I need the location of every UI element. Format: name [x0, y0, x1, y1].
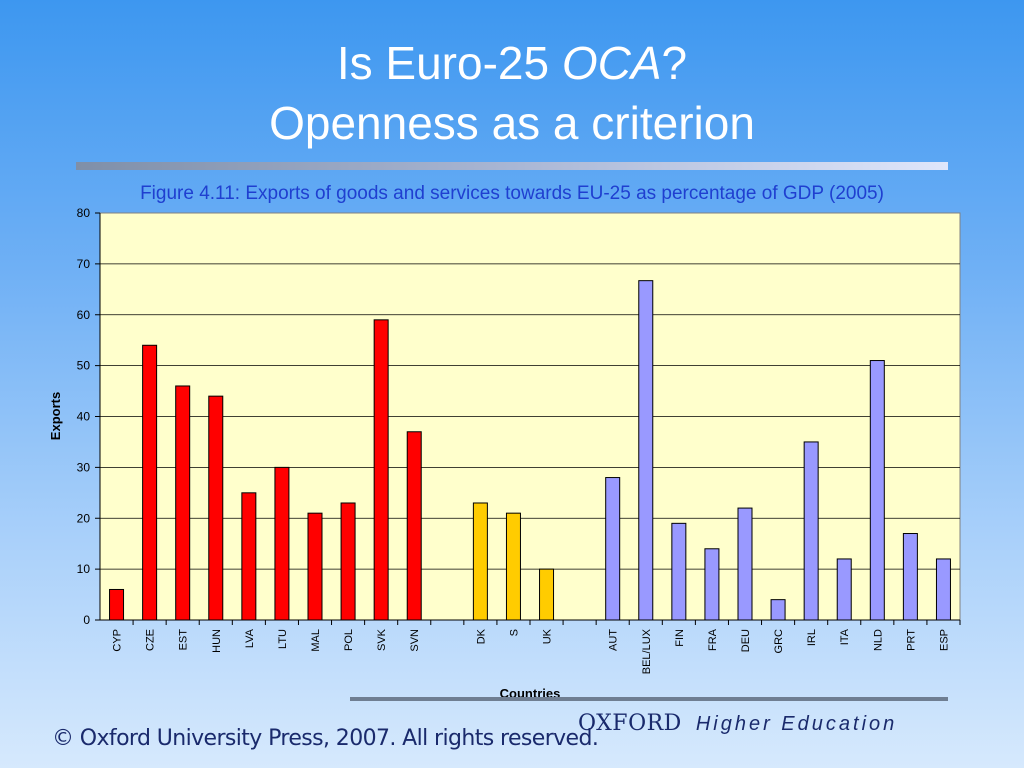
- oxford-brand-logo: OXFORD Higher Education: [578, 709, 897, 739]
- bar-fra: [704, 548, 720, 621]
- x-tick-label: ESP: [938, 629, 950, 651]
- x-tick-label: NLD: [872, 629, 884, 651]
- x-tick-label: SVK: [376, 628, 388, 651]
- bar-dk: [472, 502, 488, 621]
- y-tick-label: 60: [77, 308, 91, 322]
- bar-cyp: [109, 588, 125, 621]
- bar-fin: [671, 522, 687, 621]
- brand-tagline: Higher Education: [695, 713, 898, 735]
- bar-svn: [406, 431, 422, 621]
- bar-cze: [142, 344, 158, 621]
- x-tick-label: AUT: [608, 629, 620, 651]
- x-tick-label: IRL: [806, 629, 818, 646]
- bar-s: [505, 512, 521, 621]
- y-tick-label: 10: [77, 562, 91, 576]
- title-prefix: Is Euro-25: [336, 37, 562, 89]
- bar-prt: [902, 533, 918, 621]
- x-tick-label: POL: [343, 629, 355, 651]
- y-tick-label: 50: [77, 359, 91, 373]
- x-tick-label: EST: [178, 629, 190, 651]
- x-tick-label: SVN: [409, 629, 421, 652]
- bar-deu: [737, 507, 753, 621]
- bar-svk: [373, 319, 389, 621]
- x-tick-label: DEU: [740, 629, 752, 652]
- x-tick-label: FRA: [707, 628, 719, 651]
- y-tick-label: 80: [77, 206, 91, 220]
- x-tick-label: GRC: [773, 629, 785, 654]
- title-suffix: ?: [661, 37, 688, 89]
- bar-irl: [803, 441, 819, 621]
- title-italic-oca: OCA: [561, 37, 662, 89]
- x-tick-label: LTU: [277, 629, 289, 649]
- x-tick-label: FIN: [674, 629, 686, 647]
- brand-name: OXFORD: [578, 711, 682, 736]
- y-tick-label: 0: [83, 613, 90, 627]
- bar-aut: [605, 477, 621, 621]
- x-tick-label: HUN: [211, 629, 223, 653]
- bar-hun: [208, 395, 224, 621]
- x-tick-label: PRT: [905, 629, 917, 651]
- y-axis-label: Exports: [48, 392, 63, 440]
- y-tick-label: 20: [77, 511, 91, 525]
- x-tick-label: MAL: [310, 629, 322, 652]
- x-tick-label: LVA: [244, 628, 256, 648]
- x-tick-label: UK: [542, 628, 554, 644]
- x-tick-label: BEL/LUX: [641, 628, 653, 674]
- title-divider: [76, 162, 948, 170]
- slide-title-line-2: Openness as a criterion: [269, 97, 755, 149]
- bar-est: [175, 385, 191, 621]
- bar-lva: [241, 492, 257, 621]
- x-tick-label: CYP: [112, 629, 124, 652]
- chart-title: Figure 4.11: Exports of goods and servic…: [140, 183, 884, 204]
- x-tick-label: S: [508, 629, 520, 636]
- bar-pol: [340, 502, 356, 621]
- copyright-notice: © Oxford University Press, 2007. All rig…: [52, 726, 599, 751]
- y-tick-label: 30: [77, 460, 91, 474]
- y-tick-label: 70: [77, 257, 91, 271]
- x-tick-label: DK: [475, 628, 487, 644]
- footer-divider: [350, 697, 948, 701]
- bar-nld: [869, 360, 885, 621]
- x-tick-label: CZE: [145, 629, 157, 651]
- bar-uk: [539, 568, 555, 621]
- bar-bellux: [638, 280, 654, 621]
- bar-ltu: [274, 466, 290, 621]
- bar-esp: [935, 558, 951, 621]
- bar-grc: [770, 599, 786, 621]
- bar-mal: [307, 512, 323, 621]
- x-tick-label: ITA: [839, 628, 851, 645]
- bar-ita: [836, 558, 852, 621]
- slide-title-line-1: Is Euro-25 OCA?: [0, 36, 1024, 90]
- y-tick-label: 40: [77, 410, 91, 424]
